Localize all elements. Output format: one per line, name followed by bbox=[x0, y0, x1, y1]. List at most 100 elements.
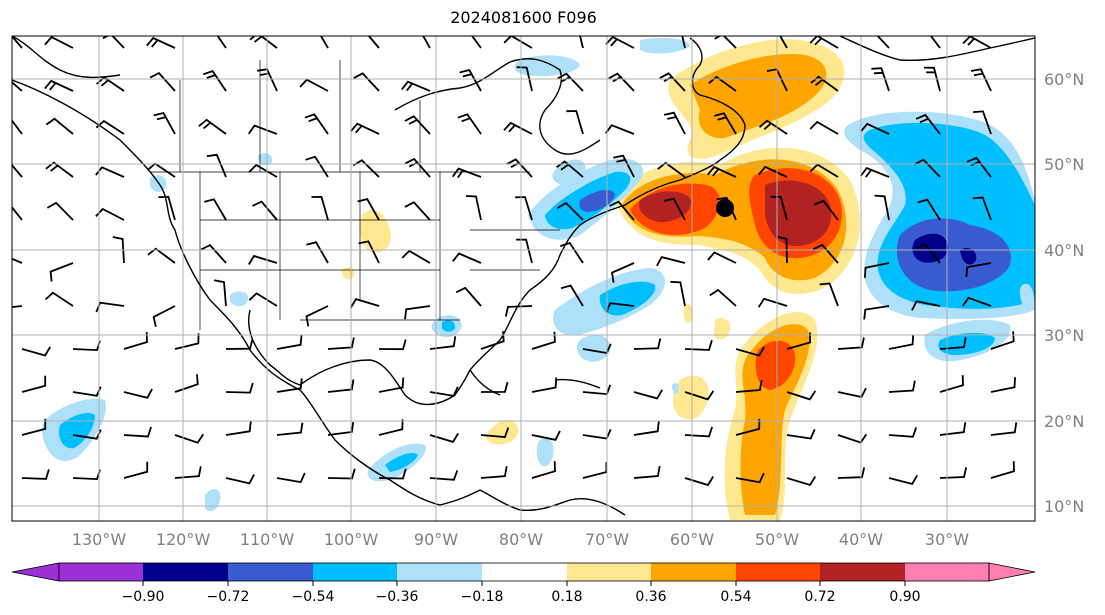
wind-barb bbox=[248, 163, 278, 178]
wind-barb bbox=[888, 427, 918, 438]
wind-barb bbox=[707, 251, 737, 264]
lon-label: 50°W bbox=[755, 530, 799, 549]
wind-barb bbox=[779, 36, 788, 49]
wind-barb bbox=[206, 36, 227, 49]
wind-barb bbox=[819, 282, 839, 307]
wind-barb bbox=[810, 75, 839, 92]
coastlines bbox=[12, 36, 1035, 516]
wind-barb bbox=[863, 305, 890, 320]
wind-barb bbox=[961, 296, 992, 307]
wind-barb bbox=[516, 66, 533, 92]
negative-anomaly-atlantic-west-2 bbox=[576, 334, 611, 362]
wind-barb bbox=[123, 388, 153, 399]
positive-anomaly-small-2 bbox=[486, 420, 519, 445]
colorbar-tick-label: −0.36 bbox=[376, 589, 419, 605]
negative-anomaly-ne-africa bbox=[672, 382, 679, 394]
wind-barb bbox=[353, 72, 380, 92]
wind-barb bbox=[248, 254, 278, 265]
wind-barb bbox=[609, 200, 635, 221]
wind-barb bbox=[304, 113, 329, 135]
wind-barb bbox=[735, 380, 763, 393]
wind-barb bbox=[516, 238, 533, 264]
wind-barb bbox=[555, 160, 584, 178]
wind-barb bbox=[888, 474, 918, 486]
wind-barb bbox=[605, 302, 635, 313]
lon-label: 110°W bbox=[240, 530, 295, 549]
lat-label: 40°N bbox=[1044, 241, 1084, 260]
wind-barb bbox=[455, 286, 482, 307]
wind-barb bbox=[225, 382, 254, 394]
wind-barb bbox=[357, 198, 380, 221]
negative-anomaly-caribbean-2 bbox=[536, 436, 554, 467]
colorbar-segment bbox=[143, 563, 228, 581]
lat-label: 50°N bbox=[1044, 155, 1084, 174]
wind-barb bbox=[990, 461, 1015, 479]
wind-barb bbox=[327, 379, 355, 393]
lon-label: 90°W bbox=[414, 530, 458, 549]
colorbar-max-extension bbox=[988, 562, 1036, 582]
wind-barb bbox=[859, 167, 890, 178]
wind-barb bbox=[21, 418, 47, 436]
wind-barb bbox=[605, 36, 635, 49]
positive-anomaly-west-max bbox=[639, 191, 691, 222]
wind-barb bbox=[21, 469, 50, 480]
wind-barb bbox=[757, 297, 788, 308]
wind-barb bbox=[663, 197, 686, 221]
wind-barb bbox=[401, 249, 431, 264]
gridlines bbox=[12, 36, 1035, 521]
wind-barb bbox=[939, 467, 968, 479]
wind-barb bbox=[684, 340, 713, 351]
wind-barb bbox=[404, 201, 431, 221]
wind-barb bbox=[911, 300, 941, 311]
wind-barb bbox=[305, 305, 329, 327]
wind-barb bbox=[813, 199, 839, 221]
wind-barb bbox=[611, 262, 635, 283]
wind-barb bbox=[12, 205, 23, 221]
positive-anomaly-small-4 bbox=[714, 318, 731, 340]
wind-barb bbox=[531, 430, 561, 441]
wind-barb bbox=[378, 377, 405, 393]
wind-barb bbox=[12, 81, 23, 92]
lat-label: 10°N bbox=[1044, 497, 1084, 516]
wind-barb bbox=[378, 339, 407, 351]
wind-barb bbox=[44, 36, 74, 49]
colorbar-segment bbox=[905, 563, 989, 581]
wind-barb bbox=[248, 292, 278, 307]
wind-barb bbox=[860, 122, 890, 135]
lon-label: 100°W bbox=[324, 530, 379, 549]
wind-barb bbox=[531, 461, 556, 479]
wind-barb bbox=[123, 461, 149, 479]
wind-barb bbox=[12, 119, 23, 135]
negative-anomaly-northeast-us-deep bbox=[579, 189, 615, 212]
positive-anomaly-small-5 bbox=[683, 303, 693, 323]
colorbar-tick-label: 0.90 bbox=[889, 589, 920, 605]
wind-barb bbox=[531, 377, 558, 393]
wind-barb bbox=[149, 71, 176, 92]
wind-barb bbox=[327, 337, 355, 350]
wind-barb bbox=[200, 243, 227, 264]
wind-barb bbox=[965, 262, 992, 278]
wind-barb bbox=[770, 195, 788, 221]
wind-barb bbox=[786, 390, 817, 401]
lat-label: 20°N bbox=[1044, 412, 1084, 431]
wind-barb bbox=[299, 78, 329, 92]
wind-barb bbox=[276, 378, 303, 393]
negative-anomaly-quebec bbox=[552, 159, 586, 185]
wind-barb bbox=[327, 421, 355, 436]
negative-anomaly-pacific-mid bbox=[59, 413, 95, 449]
lon-label: 30°W bbox=[925, 530, 969, 549]
wind-barb bbox=[786, 476, 817, 487]
wind-barb bbox=[915, 113, 941, 135]
lon-label: 120°W bbox=[156, 530, 211, 549]
negative-anomaly-north-labrador bbox=[514, 55, 580, 77]
wind-barb bbox=[225, 474, 255, 485]
wind-barb bbox=[560, 241, 584, 264]
wind-barb bbox=[45, 161, 74, 178]
colorbar-segment bbox=[397, 563, 482, 581]
wind-barb bbox=[713, 112, 737, 135]
wind-barb bbox=[202, 70, 227, 92]
wind-barb bbox=[252, 200, 278, 221]
wind-barb bbox=[311, 195, 329, 221]
colorbar-tick-label: −0.18 bbox=[461, 589, 504, 605]
wind-barb bbox=[923, 66, 941, 92]
